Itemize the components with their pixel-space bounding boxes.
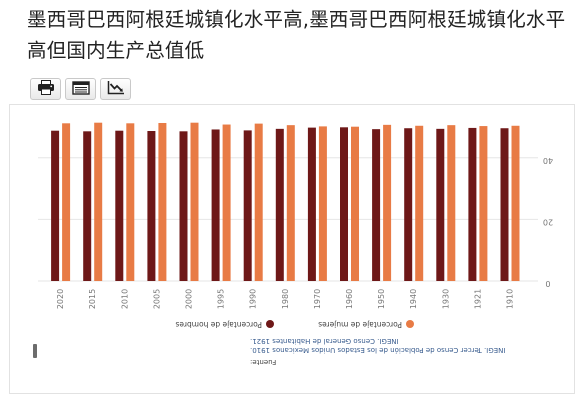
y-axis: 0 20 40 bbox=[543, 156, 553, 288]
legend-marker-women bbox=[406, 320, 414, 328]
bar-men[interactable] bbox=[404, 128, 413, 281]
bar-women[interactable] bbox=[158, 122, 167, 281]
bar-men[interactable] bbox=[436, 128, 445, 281]
bar-women[interactable] bbox=[511, 125, 520, 281]
x-tick-label: 1910 bbox=[506, 289, 515, 309]
bar-women[interactable] bbox=[126, 123, 135, 281]
x-tick-label: 1930 bbox=[441, 289, 450, 309]
bar-women[interactable] bbox=[286, 125, 295, 281]
x-axis: 1910 1921 1930 1940 1950 1960 1970 1980 1990 1995… bbox=[56, 289, 514, 309]
bar-men[interactable] bbox=[275, 128, 284, 281]
bar-men[interactable] bbox=[115, 130, 124, 281]
y-tick-label: 0 bbox=[545, 279, 550, 288]
page-headline: 墨西哥巴西阿根廷城镇化水平高,墨西哥巴西阿根廷城镇化水平高但国内生产总值低 bbox=[27, 8, 566, 62]
bar-women[interactable] bbox=[447, 125, 456, 281]
table-icon bbox=[71, 80, 90, 99]
x-tick-label: 1995 bbox=[217, 289, 226, 309]
bar-men[interactable] bbox=[340, 127, 348, 281]
bar-women[interactable] bbox=[415, 125, 424, 281]
bars bbox=[51, 122, 520, 282]
source-line: INEGI. Tercer Censo de Población de los … bbox=[250, 346, 506, 354]
print-button[interactable] bbox=[30, 78, 61, 100]
bar-women[interactable] bbox=[254, 123, 263, 281]
legend-marker-men bbox=[266, 320, 274, 328]
bar-women[interactable] bbox=[62, 123, 71, 281]
x-tick-label: 2020 bbox=[56, 289, 65, 309]
chart-toolbar bbox=[30, 78, 131, 100]
y-tick-label: 40 bbox=[543, 156, 553, 165]
legend-label-women: Porcentaje de mujeres bbox=[318, 320, 402, 329]
bar-men[interactable] bbox=[243, 130, 252, 281]
source-note: INEGI. Censo General de Habitantes 1921.… bbox=[250, 336, 570, 366]
x-tick-label: 1960 bbox=[345, 289, 354, 309]
x-tick-label: 2000 bbox=[185, 289, 194, 309]
y-tick-label: 20 bbox=[543, 217, 553, 226]
source-line: INEGI. Censo General de Habitantes 1921. bbox=[250, 337, 399, 345]
legend: Porcentaje de hombres Porcentaje de mujer… bbox=[175, 320, 414, 329]
bar-women[interactable] bbox=[479, 126, 488, 281]
x-tick-label: 1970 bbox=[313, 289, 322, 309]
source-label: Fuente: bbox=[250, 358, 277, 366]
table-button[interactable] bbox=[65, 78, 96, 100]
bar-women[interactable] bbox=[351, 126, 359, 281]
scroll-handle[interactable] bbox=[33, 344, 37, 358]
bar-men[interactable] bbox=[211, 129, 220, 281]
bar-women[interactable] bbox=[190, 122, 199, 281]
chart-icon bbox=[107, 80, 125, 99]
bar-men[interactable] bbox=[372, 129, 381, 281]
x-tick-label: 1921 bbox=[473, 289, 482, 309]
x-tick-label: 2015 bbox=[88, 289, 97, 309]
x-tick-label: 2005 bbox=[152, 289, 161, 309]
chart-button[interactable] bbox=[100, 78, 131, 100]
x-tick-label: 2010 bbox=[120, 289, 129, 309]
bar-women[interactable] bbox=[222, 124, 231, 281]
x-tick-label: 1950 bbox=[377, 289, 386, 309]
legend-label-men: Porcentaje de hombres bbox=[175, 320, 262, 329]
bar-men[interactable] bbox=[500, 128, 509, 281]
bar-men[interactable] bbox=[179, 131, 188, 281]
bar-women[interactable] bbox=[94, 122, 103, 281]
x-tick-label: 1940 bbox=[409, 289, 418, 309]
bar-men[interactable] bbox=[51, 130, 60, 281]
x-tick-label: 1990 bbox=[249, 289, 258, 309]
bar-men[interactable] bbox=[468, 127, 477, 281]
bar-men[interactable] bbox=[83, 131, 92, 281]
bar-women[interactable] bbox=[383, 124, 392, 282]
bar-men[interactable] bbox=[147, 131, 156, 281]
chart-panel: 0 20 40 1910 1921 1930 1940 1950 1960 1970 1980 19… bbox=[9, 104, 575, 394]
print-icon bbox=[37, 79, 55, 99]
bar-men[interactable] bbox=[307, 127, 316, 281]
bar-women[interactable] bbox=[318, 126, 327, 281]
x-tick-label: 1980 bbox=[281, 289, 290, 309]
